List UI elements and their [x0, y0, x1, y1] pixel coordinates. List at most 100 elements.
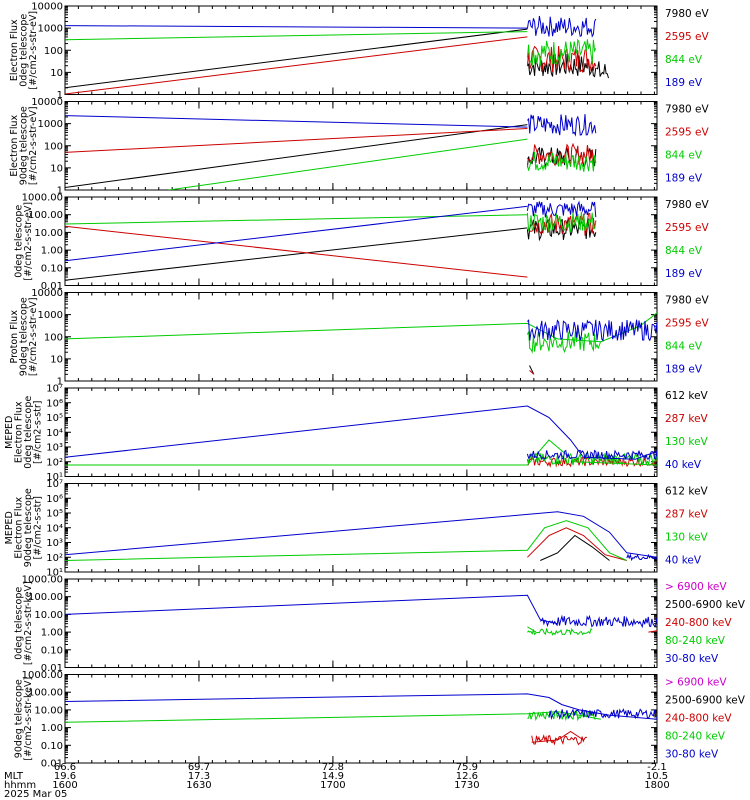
legend-entry: 240-800 keV — [665, 713, 732, 725]
y-axis-label: Electron Flux — [9, 19, 20, 81]
y-axis-label: [#/cm2-s-str] — [33, 496, 44, 559]
y-axis-label: 90deg telescope — [18, 106, 29, 185]
x-row-label-hhmm: hhmm — [4, 780, 36, 791]
series-noise — [526, 449, 657, 461]
y-tick-label: 1 — [57, 186, 63, 197]
y-tick-label: 10⁷ — [46, 384, 63, 395]
series-line — [65, 511, 657, 558]
y-tick-label: 10.00 — [34, 705, 63, 716]
series-group — [65, 312, 657, 375]
legend-entry: 189 eV — [665, 173, 703, 185]
series-line — [65, 405, 657, 460]
y-axis-label: [#/cm2-s-str-eV] — [28, 297, 39, 376]
x-tick-label-lat: 69.7 — [188, 762, 210, 773]
legend-entry: 7980 eV — [665, 199, 710, 211]
y-tick-label: 10³ — [46, 443, 63, 454]
y-axis-label: Electron Flux — [9, 115, 20, 177]
y-tick-label: 0.10 — [41, 263, 63, 274]
y-tick-label: 10⁶ — [46, 494, 63, 505]
y-tick-label: 10¹ — [46, 472, 63, 483]
y-axis-label: Electron Flux — [14, 497, 25, 559]
legend-entry: 2500-6900 keV — [665, 695, 746, 707]
y-tick-label: 10⁵ — [46, 509, 63, 520]
y-axis-label: [#/cm2-s-str-keV] — [23, 677, 34, 761]
y-tick-label: 0.01 — [41, 759, 63, 770]
y-axis-label: 0deg telescope — [23, 396, 34, 469]
series-group — [65, 511, 657, 562]
series-line — [648, 630, 657, 633]
series-group — [65, 15, 609, 95]
x-tick-label-mlt: 10.5 — [646, 771, 668, 782]
series-line — [65, 214, 528, 225]
y-tick-label: 10 — [50, 163, 63, 174]
y-tick-label: 10⁴ — [46, 428, 63, 439]
y-tick-label: 10000 — [31, 97, 63, 108]
y-axis-label: 90deg telescope — [18, 297, 29, 376]
series-line — [65, 31, 528, 41]
series-noise — [526, 15, 597, 38]
legend-entry: 189 eV — [665, 268, 703, 280]
x-tick-label-lat: -2.1 — [647, 762, 667, 773]
x-tick-label-hhmm: 1600 — [52, 780, 77, 791]
date-label: 2025 Mar 05 — [4, 789, 67, 800]
y-tick-label: 0.01 — [41, 281, 63, 292]
x-tick-label-mlt: 19.6 — [54, 771, 76, 782]
series-noise — [526, 151, 597, 172]
series-noise — [527, 319, 657, 342]
legend-entry: 612 keV — [665, 390, 709, 402]
series-noise — [526, 200, 597, 218]
legend-entry: 7980 eV — [665, 295, 710, 307]
panel-frame — [64, 578, 658, 668]
y-axis-label: 0deg telescope — [14, 205, 25, 278]
legend-entry: 30-80 keV — [665, 749, 719, 761]
legend-entry: 189 eV — [665, 77, 703, 89]
series-line — [65, 128, 528, 153]
legend-entry: 287 keV — [665, 509, 709, 521]
x-row-label-mlt: MLT — [4, 771, 24, 782]
y-tick-label: 10.00 — [34, 610, 63, 621]
panel-frame — [64, 101, 658, 191]
series-line — [65, 594, 558, 625]
x-tick-label-mlt: 12.6 — [456, 771, 478, 782]
y-tick-label: 100.00 — [28, 210, 63, 221]
legend-entry: 7980 eV — [665, 104, 710, 116]
series-line — [65, 227, 528, 281]
legend-entry: 2595 eV — [665, 318, 710, 330]
series-noise — [596, 61, 609, 79]
y-axis-label: MEPED — [4, 511, 15, 544]
series-line — [540, 534, 610, 561]
series-group — [65, 405, 657, 468]
y-tick-label: 1000.00 — [22, 193, 63, 204]
x-tick-label-hhmm: 1730 — [454, 780, 479, 791]
legend-entry: 130 keV — [665, 436, 709, 448]
y-tick-label: 100 — [44, 141, 63, 152]
y-tick-label: 1.00 — [41, 628, 63, 639]
legend-entry: 844 eV — [665, 341, 703, 353]
legend-entry: 130 keV — [665, 532, 709, 544]
x-tick-label-lat: 66.6 — [54, 762, 76, 773]
legend-entry: 2500-6900 keV — [665, 599, 746, 611]
y-tick-label: 1 — [57, 90, 63, 101]
x-tick-label-mlt: 17.3 — [188, 771, 210, 782]
y-axis-label: Electron Flux — [14, 401, 25, 463]
series-line — [168, 138, 528, 190]
y-tick-label: 100.00 — [28, 592, 63, 603]
y-tick-label: 10² — [46, 457, 63, 468]
y-tick-label: 1000.00 — [22, 575, 63, 586]
legend-entry: 189 eV — [665, 364, 703, 376]
y-tick-label: 10000 — [31, 288, 63, 299]
legend-entry: 240-800 keV — [665, 617, 732, 629]
legend-entry: 844 eV — [665, 54, 703, 66]
y-tick-label: 0.10 — [41, 645, 63, 656]
y-axis-label: Proton Flux — [9, 310, 20, 364]
y-tick-label: 10.00 — [34, 228, 63, 239]
series-line — [65, 28, 528, 89]
y-tick-label: 1000 — [38, 119, 63, 130]
y-tick-label: 10 — [50, 354, 63, 365]
y-axis-label: [#/cm2-s-str] — [33, 401, 44, 464]
x-tick-label-hhmm: 1800 — [644, 780, 669, 791]
